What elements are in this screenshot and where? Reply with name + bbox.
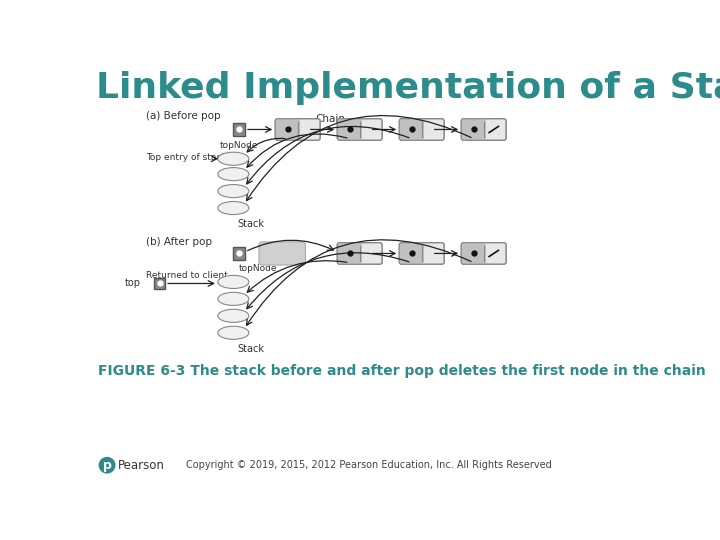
Bar: [154, 278, 165, 289]
FancyBboxPatch shape: [462, 242, 486, 264]
Text: (b) After pop: (b) After pop: [145, 237, 212, 247]
Ellipse shape: [218, 201, 249, 214]
FancyBboxPatch shape: [337, 119, 362, 140]
Ellipse shape: [218, 292, 249, 306]
Ellipse shape: [218, 309, 249, 322]
Ellipse shape: [218, 275, 249, 288]
Text: Stack: Stack: [237, 343, 264, 354]
FancyBboxPatch shape: [462, 242, 506, 264]
Bar: [233, 247, 245, 260]
Text: top: top: [125, 279, 141, 288]
FancyBboxPatch shape: [462, 119, 506, 140]
Text: p: p: [103, 458, 112, 472]
Text: Stack: Stack: [237, 219, 264, 229]
FancyBboxPatch shape: [337, 242, 362, 264]
Ellipse shape: [218, 167, 249, 181]
FancyBboxPatch shape: [337, 242, 382, 264]
FancyBboxPatch shape: [275, 119, 320, 140]
Text: topNode: topNode: [239, 264, 277, 273]
Bar: [233, 123, 245, 136]
Text: Copyright © 2019, 2015, 2012 Pearson Education, Inc. All Rights Reserved: Copyright © 2019, 2015, 2012 Pearson Edu…: [186, 460, 552, 470]
FancyBboxPatch shape: [462, 119, 486, 140]
Ellipse shape: [218, 326, 249, 339]
Text: Chain: Chain: [315, 114, 346, 124]
Text: (a) Before pop: (a) Before pop: [145, 111, 220, 121]
FancyBboxPatch shape: [399, 242, 424, 264]
FancyBboxPatch shape: [275, 119, 300, 140]
Text: FIGURE 6-3 The stack before and after pop deletes the first node in the chain: FIGURE 6-3 The stack before and after po…: [98, 363, 706, 377]
FancyBboxPatch shape: [337, 119, 382, 140]
Text: Returned to client: Returned to client: [145, 271, 228, 280]
Ellipse shape: [218, 152, 249, 165]
Text: Top entry of stack: Top entry of stack: [145, 153, 226, 161]
Ellipse shape: [218, 185, 249, 198]
FancyBboxPatch shape: [399, 242, 444, 264]
FancyBboxPatch shape: [259, 242, 305, 265]
Text: Linked Implementation of a Stack: Linked Implementation of a Stack: [96, 71, 720, 105]
Circle shape: [99, 457, 114, 473]
Text: Pearson: Pearson: [118, 458, 165, 472]
Text: topNode: topNode: [220, 141, 258, 150]
FancyBboxPatch shape: [399, 119, 444, 140]
FancyBboxPatch shape: [399, 119, 424, 140]
